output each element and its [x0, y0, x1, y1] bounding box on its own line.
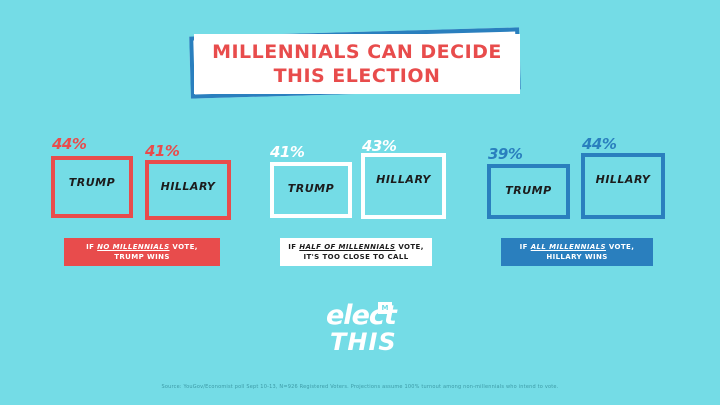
caption-prefix: IF	[86, 243, 98, 251]
scenario-caption: IF NO MILLENNIALS VOTE, TRUMP WINS	[64, 238, 220, 266]
caption-line2: HILLARY WINS	[546, 253, 608, 261]
caption-suffix: VOTE,	[606, 243, 635, 251]
trump-pct-label: 41%	[270, 143, 305, 161]
trump-label: TRUMP	[505, 184, 552, 197]
scenario-caption: IF HALF OF MILLENNIALS VOTE, IT'S TOO CL…	[280, 238, 432, 266]
chart-title-line1: MILLENNIALS CAN DECIDE	[212, 41, 502, 63]
caption-suffix: VOTE,	[395, 243, 424, 251]
source-note: Source: YouGov/Economist poll Sept 10-13…	[161, 384, 559, 390]
title-card: MILLENNIALS CAN DECIDE THIS ELECTION	[189, 27, 530, 99]
chart-title: MILLENNIALS CAN DECIDE THIS ELECTION	[212, 40, 502, 88]
hillary-pct-label: 43%	[362, 137, 397, 155]
hillary-pct-label: 41%	[145, 142, 180, 160]
trump-bar-box: TRUMP	[270, 162, 352, 218]
caption-prefix: IF	[288, 243, 300, 251]
trump-label: TRUMP	[287, 182, 335, 195]
trump-pct-label: 39%	[488, 145, 523, 163]
mtv-badge-icon: M	[378, 302, 392, 314]
hillary-bar-box: HILLARY	[145, 160, 231, 220]
hillary-label: HILLARY	[160, 180, 216, 193]
elect-this-logo: elect M THIS	[322, 300, 400, 360]
caption-emphasis: HALF OF MILLENNIALS	[299, 243, 396, 251]
caption-line2: IT'S TOO CLOSE TO CALL	[303, 253, 409, 261]
caption-suffix: VOTE,	[169, 243, 198, 251]
scenario-caption: IF ALL MILLENNIALS VOTE, HILLARY WINS	[501, 238, 653, 266]
trump-pct-label: 44%	[52, 135, 87, 153]
trump-bar-box: TRUMP	[51, 156, 133, 218]
caption-prefix: IF	[519, 243, 531, 251]
hillary-pct-label: 44%	[582, 135, 617, 153]
hillary-bar-box: HILLARY	[361, 153, 446, 219]
caption-emphasis: NO MILLENNIALS	[97, 243, 170, 251]
hillary-label: HILLARY	[376, 173, 431, 186]
title-card-inner: MILLENNIALS CAN DECIDE THIS ELECTION	[194, 34, 520, 94]
trump-label: TRUMP	[68, 176, 116, 189]
hillary-label: HILLARY	[595, 173, 651, 186]
chart-title-line2: THIS ELECTION	[273, 65, 441, 87]
caption-emphasis: ALL MILLENNIALS	[530, 243, 606, 251]
hillary-bar-box: HILLARY	[581, 153, 665, 219]
caption-line2: TRUMP WINS	[114, 253, 170, 261]
trump-bar-box: TRUMP	[487, 164, 570, 219]
logo-word-this: THIS	[330, 328, 397, 356]
